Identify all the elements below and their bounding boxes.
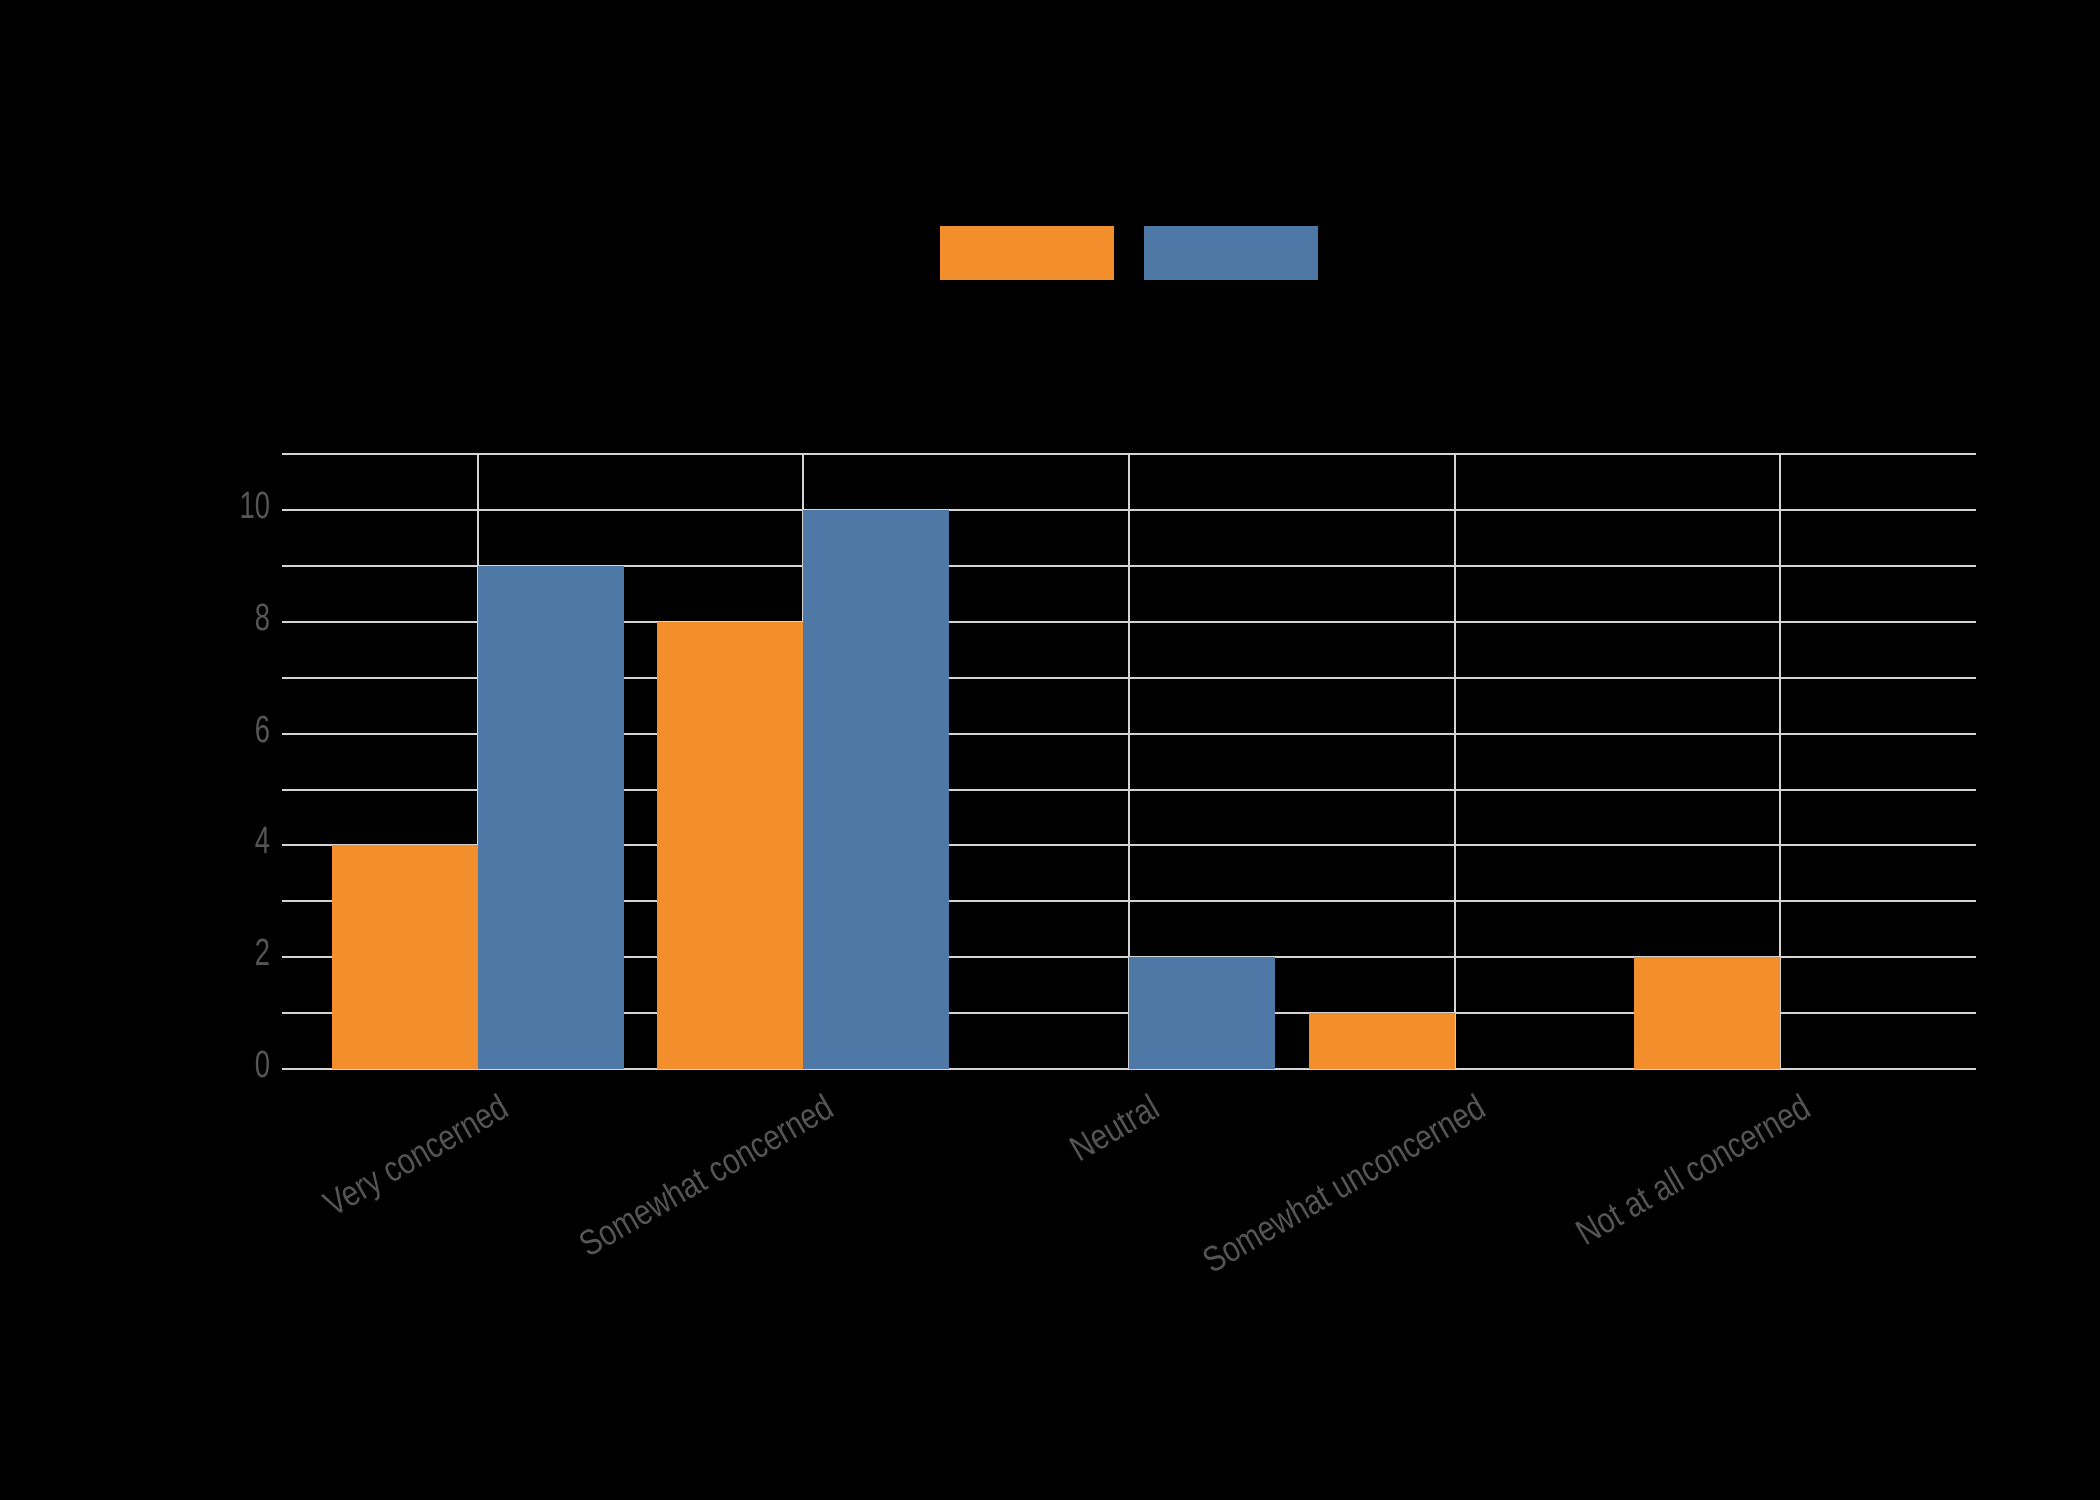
bar-series-2-very-concerned[interactable] — [478, 565, 624, 1069]
legend-swatch-series-2[interactable] — [1144, 226, 1318, 280]
bar-series-1-not-at-all-concerned[interactable] — [1634, 957, 1780, 1069]
x-tick-label: Not at all concerned — [1568, 1086, 1817, 1253]
gridline-vertical — [1779, 454, 1781, 1069]
legend-swatch-series-1[interactable] — [940, 226, 1114, 280]
bar-series-1-somewhat-concerned[interactable] — [657, 621, 803, 1069]
y-tick-label: 2 — [254, 932, 270, 975]
gridline-vertical — [1454, 454, 1456, 1069]
y-tick-label: 8 — [254, 596, 270, 639]
y-tick-label: 6 — [254, 708, 270, 751]
y-tick-label: 0 — [254, 1044, 270, 1086]
x-tick-label: Somewhat unconcerned — [1195, 1086, 1492, 1281]
x-tick-label: Very concerned — [316, 1086, 515, 1225]
bar-series-1-very-concerned[interactable] — [332, 845, 478, 1069]
gridline-horizontal — [282, 1068, 1976, 1070]
gridline-vertical — [1128, 454, 1130, 1069]
plot-area — [282, 453, 1976, 1070]
bar-series-1-somewhat-unconcerned[interactable] — [1309, 1013, 1455, 1069]
bar-series-2-somewhat-concerned[interactable] — [803, 510, 949, 1069]
y-tick-label: 4 — [254, 820, 270, 863]
bar-series-2-neutral[interactable] — [1129, 957, 1275, 1069]
x-tick-label: Neutral — [1062, 1086, 1166, 1170]
y-tick-label: 10 — [239, 485, 270, 527]
x-tick-label: Somewhat concerned — [571, 1086, 840, 1265]
